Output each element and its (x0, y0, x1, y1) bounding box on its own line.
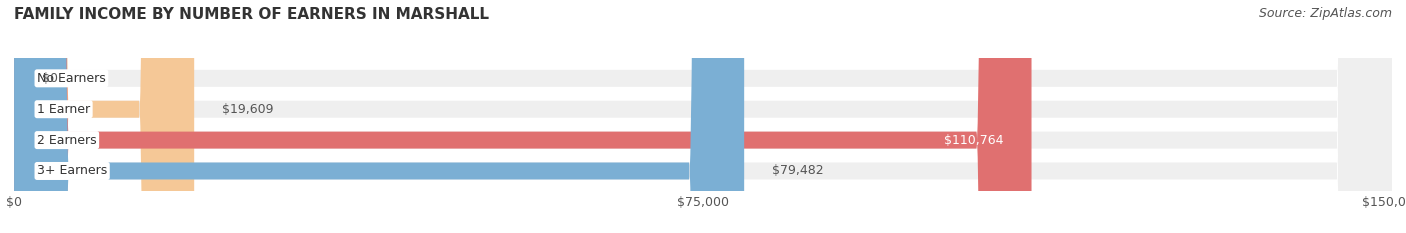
FancyBboxPatch shape (14, 0, 1392, 233)
FancyBboxPatch shape (14, 0, 1392, 233)
Text: $110,764: $110,764 (945, 134, 1004, 147)
FancyBboxPatch shape (14, 0, 194, 233)
FancyBboxPatch shape (14, 0, 1032, 233)
FancyBboxPatch shape (14, 0, 744, 233)
Text: $79,482: $79,482 (772, 164, 824, 178)
Text: $0: $0 (42, 72, 58, 85)
Text: 3+ Earners: 3+ Earners (37, 164, 107, 178)
Text: 1 Earner: 1 Earner (37, 103, 90, 116)
Text: $19,609: $19,609 (222, 103, 273, 116)
Text: FAMILY INCOME BY NUMBER OF EARNERS IN MARSHALL: FAMILY INCOME BY NUMBER OF EARNERS IN MA… (14, 7, 489, 22)
Text: Source: ZipAtlas.com: Source: ZipAtlas.com (1258, 7, 1392, 20)
Text: No Earners: No Earners (37, 72, 105, 85)
FancyBboxPatch shape (14, 0, 1392, 233)
FancyBboxPatch shape (14, 0, 1392, 233)
Text: 2 Earners: 2 Earners (37, 134, 97, 147)
